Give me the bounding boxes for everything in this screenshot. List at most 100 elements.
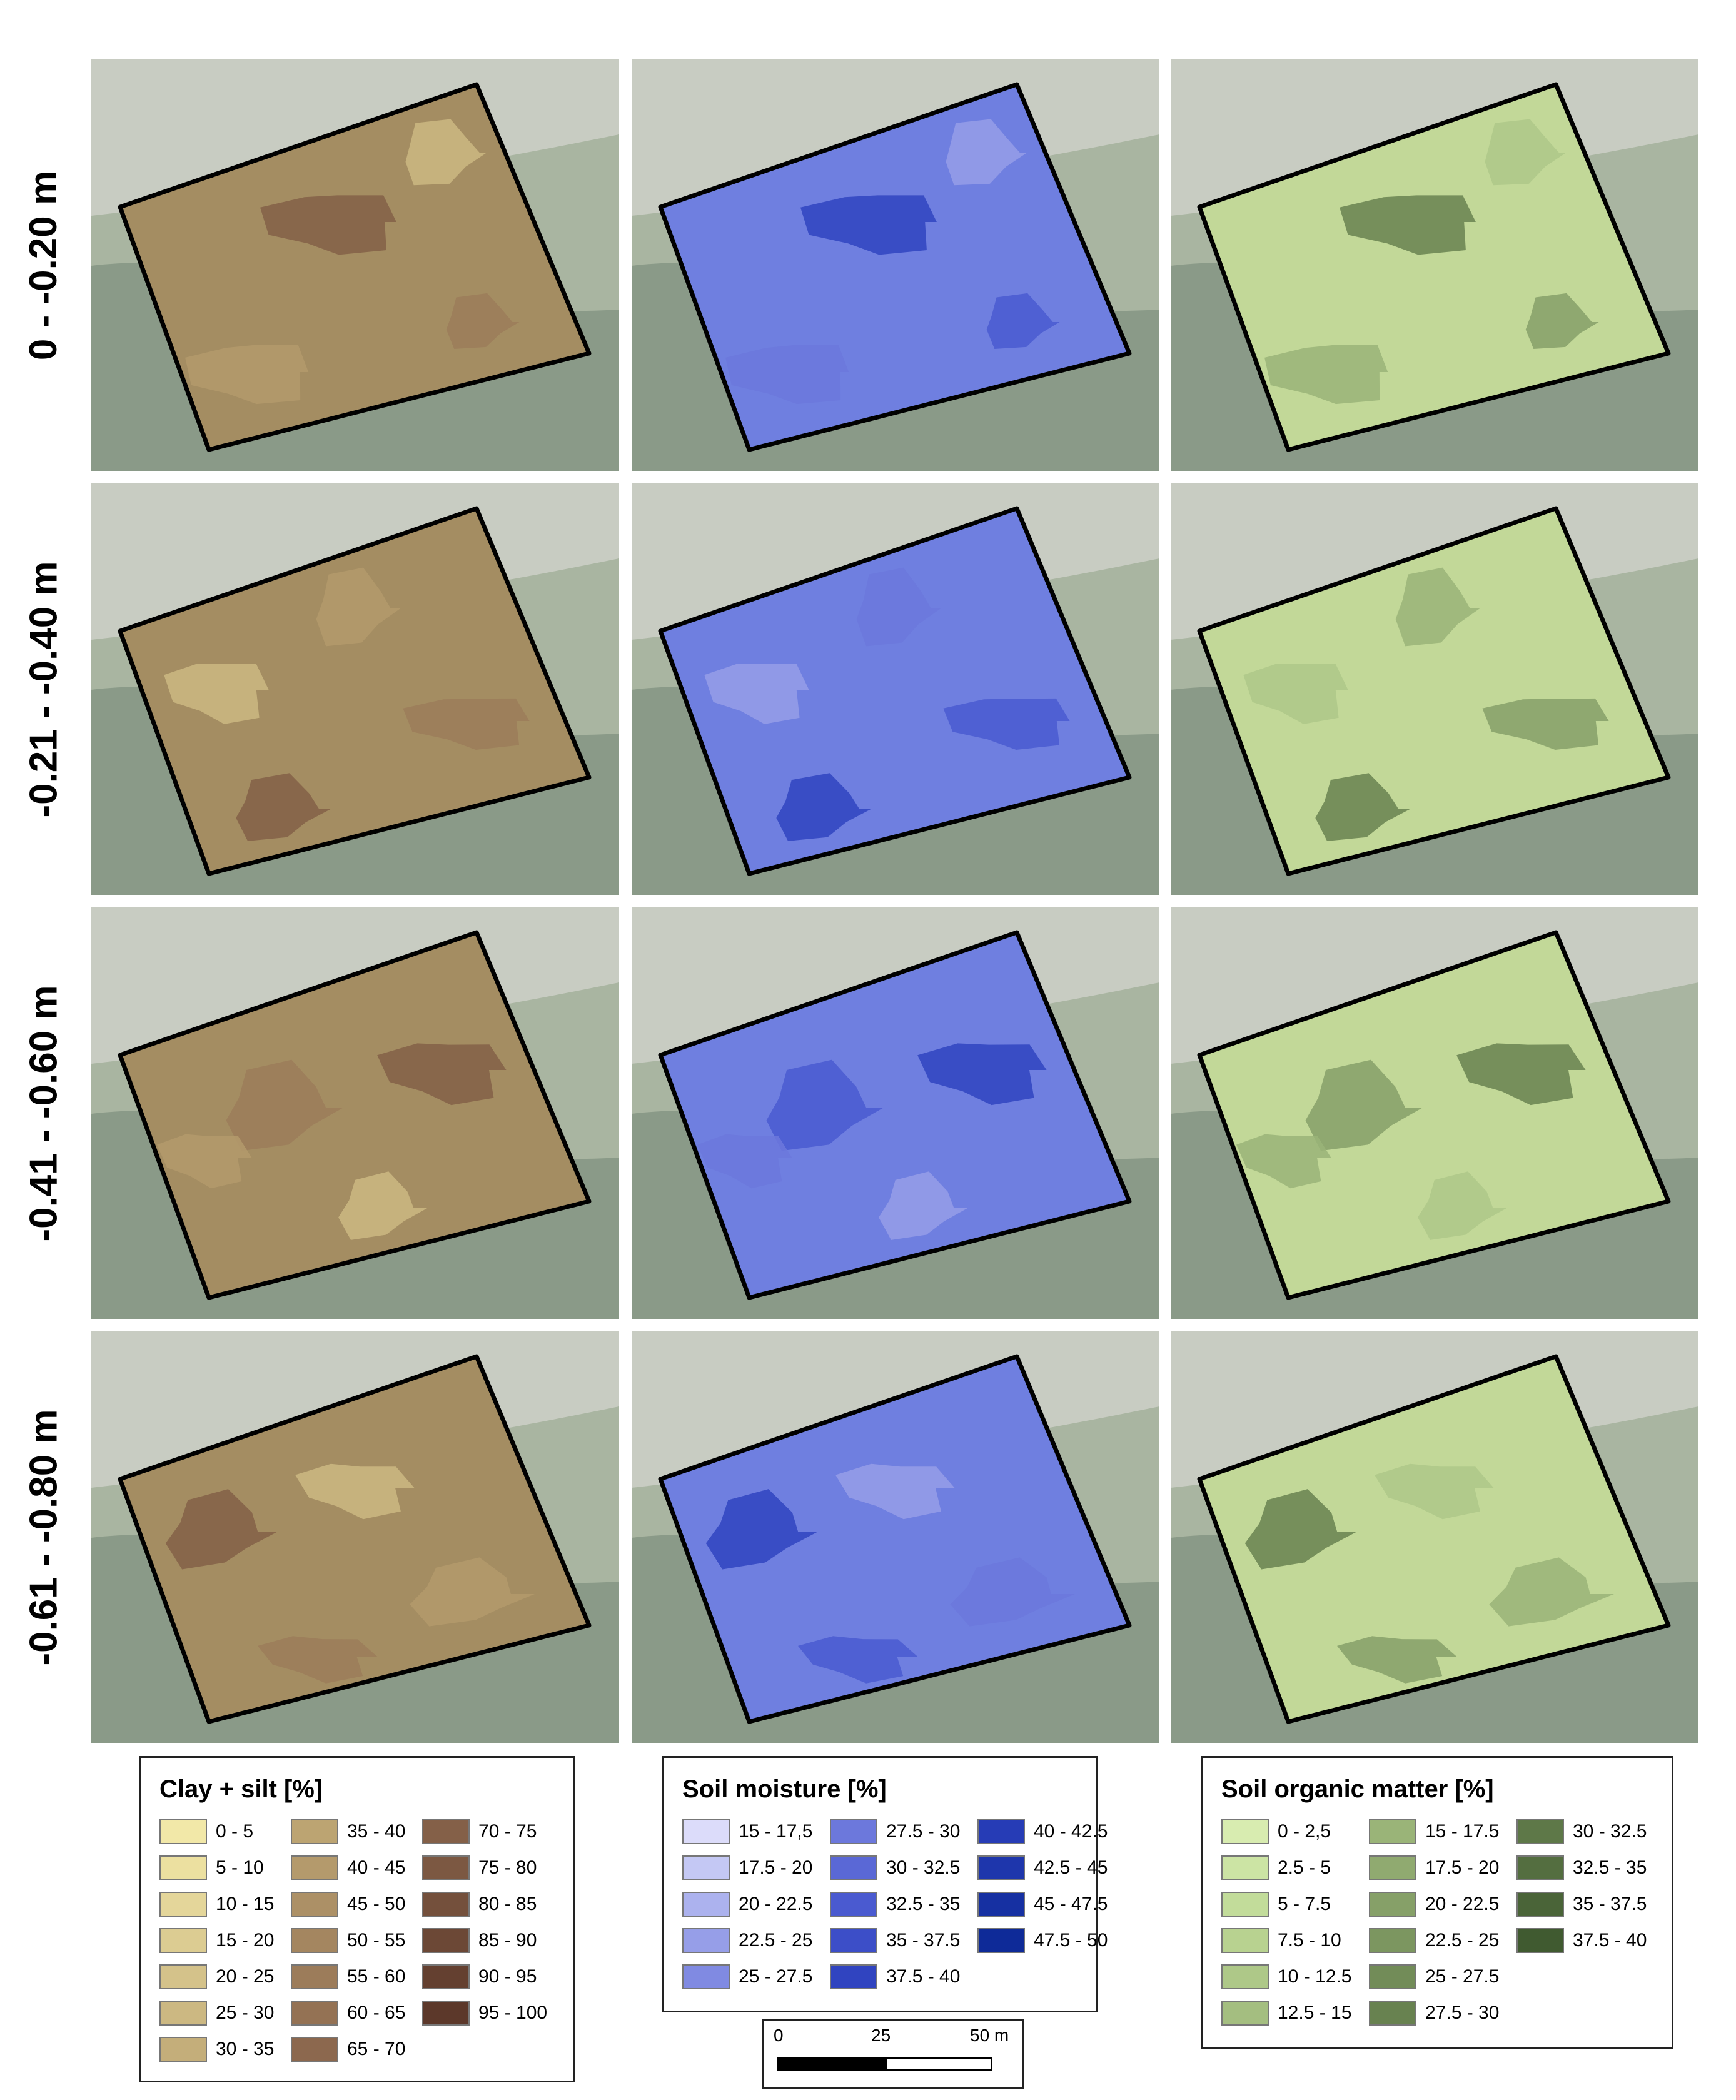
contour-zone bbox=[1236, 1134, 1331, 1189]
legend-item: 20 - 22.5 bbox=[1369, 1891, 1499, 1918]
legend-item-label: 50 - 55 bbox=[347, 1930, 406, 1951]
legend-swatch bbox=[291, 2001, 338, 2026]
legend-item-label: 27.5 - 30 bbox=[1425, 2002, 1500, 2023]
map-panel-clay-silt-depth-1 bbox=[91, 59, 619, 471]
field-outline bbox=[118, 930, 592, 1300]
map-panel-soil-organic-matter-depth-4 bbox=[1171, 1331, 1698, 1743]
legend-item: 35 - 37.5 bbox=[1516, 1891, 1647, 1918]
contour-zones bbox=[165, 1463, 535, 1684]
legend-item: 35 - 40 bbox=[291, 1818, 405, 1845]
legend-swatch bbox=[1221, 2001, 1269, 2026]
contour-zone bbox=[1340, 195, 1476, 255]
legend-swatch bbox=[830, 1892, 877, 1917]
contour-zone bbox=[1485, 119, 1565, 186]
contour-zone bbox=[1456, 1043, 1586, 1106]
legend-item-label: 15 - 17.5 bbox=[1425, 1821, 1500, 1842]
legend-item: 17.5 - 20 bbox=[1369, 1854, 1499, 1882]
contour-zone bbox=[295, 1463, 415, 1520]
legend-item-label: 35 - 40 bbox=[347, 1821, 406, 1842]
field-fill bbox=[660, 508, 1129, 874]
legend-swatch bbox=[1221, 1928, 1269, 1953]
legend-item: 37.5 - 40 bbox=[1516, 1927, 1647, 1954]
contour-zone bbox=[705, 1489, 819, 1570]
contour-zone bbox=[1525, 293, 1599, 349]
legend-item-label: 32.5 - 35 bbox=[1573, 1857, 1647, 1878]
legend-item-label: 5 - 7.5 bbox=[1278, 1894, 1331, 1914]
legend-swatch bbox=[159, 1819, 207, 1844]
legend-item: 47.5 - 50 bbox=[977, 1927, 1108, 1954]
legend-item-label: 42.5 - 45 bbox=[1034, 1857, 1108, 1878]
legend-item: 15 - 20 bbox=[159, 1927, 274, 1954]
field-fill bbox=[660, 1356, 1129, 1722]
legend-swatch bbox=[830, 1964, 877, 1989]
legend-item-label: 32.5 - 35 bbox=[886, 1894, 961, 1914]
legend-swatch bbox=[1369, 1964, 1416, 1989]
legend-item: 20 - 22.5 bbox=[682, 1891, 812, 1918]
legend-item-label: 70 - 75 bbox=[478, 1821, 537, 1842]
legend-swatch bbox=[1516, 1892, 1564, 1917]
contour-zones bbox=[157, 1043, 507, 1240]
legend-swatch bbox=[291, 1819, 338, 1844]
field-outline bbox=[1197, 82, 1671, 452]
legend-title: Soil moisture [%] bbox=[682, 1775, 887, 1803]
legend-item-label: 40 - 42.5 bbox=[1034, 1821, 1108, 1842]
row-label-depth-2: -0.21 - -0.40 m bbox=[22, 560, 66, 818]
row-label-depth-4: -0.61 - -0.80 m bbox=[22, 1408, 66, 1666]
legend-item-label: 17.5 - 20 bbox=[1425, 1857, 1500, 1878]
legend-item-label: 0 - 5 bbox=[216, 1821, 254, 1842]
scale-segment-white bbox=[885, 2057, 992, 2071]
legend-swatch bbox=[1221, 1855, 1269, 1880]
legend-swatch bbox=[291, 2037, 338, 2062]
legend-item-label: 15 - 20 bbox=[216, 1930, 275, 1951]
legend-item-label: 37.5 - 40 bbox=[1573, 1930, 1647, 1951]
legend-swatch bbox=[159, 1964, 207, 1989]
legend-item: 10 - 15 bbox=[159, 1891, 274, 1918]
legend-swatch bbox=[830, 1928, 877, 1953]
field-fill bbox=[660, 932, 1129, 1298]
contour-zone bbox=[164, 664, 269, 724]
contour-zone bbox=[1243, 664, 1348, 724]
legend-item-label: 25 - 30 bbox=[216, 2002, 275, 2023]
legend-item-label: 60 - 65 bbox=[347, 2002, 406, 2023]
legend-swatch bbox=[159, 1892, 207, 1917]
map-panel-clay-silt-depth-4 bbox=[91, 1331, 619, 1743]
scale-bar: 0 25 50 m bbox=[762, 2019, 1024, 2089]
legend-item-label: 22.5 - 25 bbox=[739, 1930, 813, 1951]
legend-item: 25 - 27.5 bbox=[1369, 1963, 1499, 1991]
field-fill bbox=[1199, 508, 1668, 874]
legend-item-label: 95 - 100 bbox=[478, 2002, 548, 2023]
map-panel-soil-organic-matter-depth-2 bbox=[1171, 483, 1698, 895]
map-svg bbox=[1171, 483, 1698, 895]
field-fill bbox=[120, 1356, 589, 1722]
field-outline bbox=[118, 506, 592, 876]
row-label-depth-3: -0.41 - -0.60 m bbox=[22, 984, 66, 1242]
legend-item: 70 - 75 bbox=[422, 1818, 537, 1845]
map-panel-soil-moisture-depth-3 bbox=[632, 907, 1159, 1319]
field-outline bbox=[658, 1354, 1132, 1724]
legend-title: Clay + silt [%] bbox=[159, 1775, 323, 1803]
legend-item: 30 - 35 bbox=[159, 2036, 274, 2063]
legend-item: 15 - 17.5 bbox=[1369, 1818, 1499, 1845]
legend-item: 45 - 47.5 bbox=[977, 1891, 1108, 1918]
contour-zones bbox=[704, 567, 1070, 841]
legend-item: 5 - 7.5 bbox=[1221, 1891, 1331, 1918]
map-panel-clay-silt-depth-2 bbox=[91, 483, 619, 895]
map-svg bbox=[632, 1331, 1159, 1743]
contour-zone bbox=[725, 345, 849, 405]
contour-zone bbox=[986, 293, 1060, 349]
row-label-depth-1: 0 - -0.20 m bbox=[22, 170, 66, 360]
map-svg bbox=[91, 483, 619, 895]
legend-item-label: 15 - 17,5 bbox=[739, 1821, 813, 1842]
legend-title: Soil organic matter [%] bbox=[1221, 1775, 1494, 1803]
contour-zone bbox=[766, 1059, 884, 1151]
field-fill bbox=[1199, 932, 1668, 1298]
legend-swatch bbox=[977, 1819, 1025, 1844]
scale-segment-black bbox=[777, 2057, 885, 2071]
legend-item: 65 - 70 bbox=[291, 2036, 405, 2063]
contour-zone bbox=[403, 698, 530, 750]
legend-item: 0 - 2,5 bbox=[1221, 1818, 1331, 1845]
contour-zone bbox=[697, 1134, 792, 1189]
legend-item: 30 - 32.5 bbox=[830, 1854, 960, 1882]
contour-zone bbox=[1489, 1557, 1614, 1627]
legend-swatch bbox=[1516, 1855, 1564, 1880]
